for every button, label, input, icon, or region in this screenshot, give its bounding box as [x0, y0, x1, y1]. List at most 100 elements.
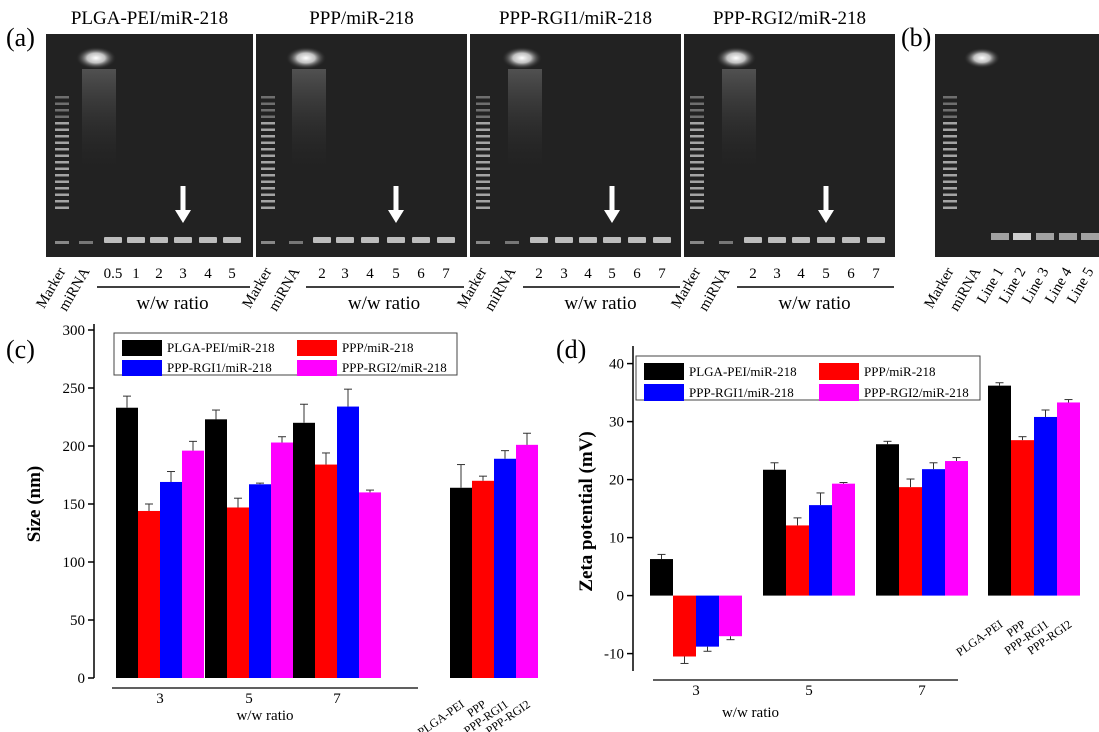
marker-band [943, 161, 957, 164]
marker-band [943, 200, 957, 203]
x-axis-label: w/w ratio [722, 705, 779, 721]
marker-band [261, 206, 275, 209]
legend-swatch [819, 384, 859, 401]
category-label: 7 [333, 691, 341, 707]
marker-band [690, 122, 704, 125]
ratio-axis-label: w/w ratio [564, 293, 636, 314]
mirna-well-band [286, 47, 326, 69]
marker-band [476, 206, 490, 209]
mirna-well-band [502, 47, 542, 69]
complex-band [1013, 233, 1031, 240]
mirna-well-band [716, 47, 756, 69]
complex-band [174, 237, 192, 243]
mirna-band [79, 241, 93, 244]
gel-title: PPP/miR-218 [309, 8, 414, 29]
bar [182, 450, 204, 678]
y-tick-label: 250 [63, 381, 86, 397]
marker-band [261, 115, 275, 118]
complex-band [555, 237, 573, 243]
panel-a-label: (a) [6, 23, 35, 52]
marker-band [943, 122, 957, 125]
legend-swatch [297, 360, 337, 376]
legend-swatch [819, 363, 859, 380]
bar [922, 469, 945, 596]
marker-band [690, 115, 704, 118]
marker-band [55, 241, 69, 244]
bar [673, 595, 696, 657]
mirna-smear [722, 69, 756, 169]
legend-swatch [644, 363, 684, 380]
legend-swatch [644, 384, 684, 401]
complex-band [1059, 233, 1077, 240]
marker-band [55, 135, 69, 138]
marker-band [476, 193, 490, 196]
marker-band [261, 141, 275, 144]
marker-band [261, 96, 275, 99]
complex-band [199, 237, 217, 243]
bar [1011, 440, 1034, 596]
bar [359, 492, 381, 678]
ratio-label: 5 [228, 266, 236, 282]
complex-band [817, 237, 835, 243]
mirna-smear [508, 69, 542, 169]
bar [205, 419, 227, 678]
marker-band [261, 154, 275, 157]
ratio-axis-label: w/w ratio [778, 293, 850, 314]
legend-label: PPP-RGI2/miR-218 [864, 385, 969, 400]
y-tick-label: 40 [609, 357, 624, 373]
legend-label: PLGA-PEI/miR-218 [167, 340, 275, 355]
marker-band [55, 193, 69, 196]
complex-band [530, 237, 548, 243]
arrow-indicator [604, 210, 620, 223]
marker-band [690, 193, 704, 196]
bar [899, 487, 922, 596]
marker-band [476, 154, 490, 157]
arrow-indicator [175, 210, 191, 223]
marker-band [55, 148, 69, 151]
marker-band [55, 200, 69, 203]
ratio-label: 6 [847, 266, 855, 282]
marker-band [476, 141, 490, 144]
marker-band [261, 161, 275, 164]
ratio-label: 3 [341, 266, 349, 282]
marker-band [690, 96, 704, 99]
marker-band [690, 148, 704, 151]
marker-band [261, 241, 275, 244]
bar [809, 505, 832, 596]
complex-band [1081, 233, 1099, 240]
complex-band [842, 237, 860, 243]
y-tick-label: 50 [70, 613, 85, 629]
marker-band [476, 174, 490, 177]
panel-label: (d) [556, 335, 586, 364]
marker-band [476, 102, 490, 105]
complex-band [768, 237, 786, 243]
bar [1034, 416, 1057, 596]
bar [786, 525, 809, 596]
ratio-label: 2 [749, 266, 757, 282]
complex-band [437, 237, 455, 243]
marker-band [943, 135, 957, 138]
bar [271, 442, 293, 678]
mirna-band [505, 241, 519, 244]
marker-band [943, 128, 957, 131]
legend-swatch [122, 340, 162, 356]
y-tick-label: 200 [63, 439, 86, 455]
category-label: 3 [692, 683, 700, 699]
bar [315, 464, 337, 678]
marker-band [690, 174, 704, 177]
y-axis-label: Zeta potential (mV) [576, 431, 597, 591]
gel-image [256, 34, 467, 257]
marker-band [476, 187, 490, 190]
gel-image [935, 34, 1099, 257]
ratio-label: 7 [872, 266, 880, 282]
marker-band [55, 102, 69, 105]
marker-band [690, 128, 704, 131]
marker-band [690, 109, 704, 112]
size-chart: (c) 0 50 100 150 200 250 300 Size (nm) 3 5 7 PLGA-PE… [6, 323, 538, 732]
y-tick-label: 0 [78, 671, 86, 687]
marker-band [690, 241, 704, 244]
marker-band [690, 141, 704, 144]
